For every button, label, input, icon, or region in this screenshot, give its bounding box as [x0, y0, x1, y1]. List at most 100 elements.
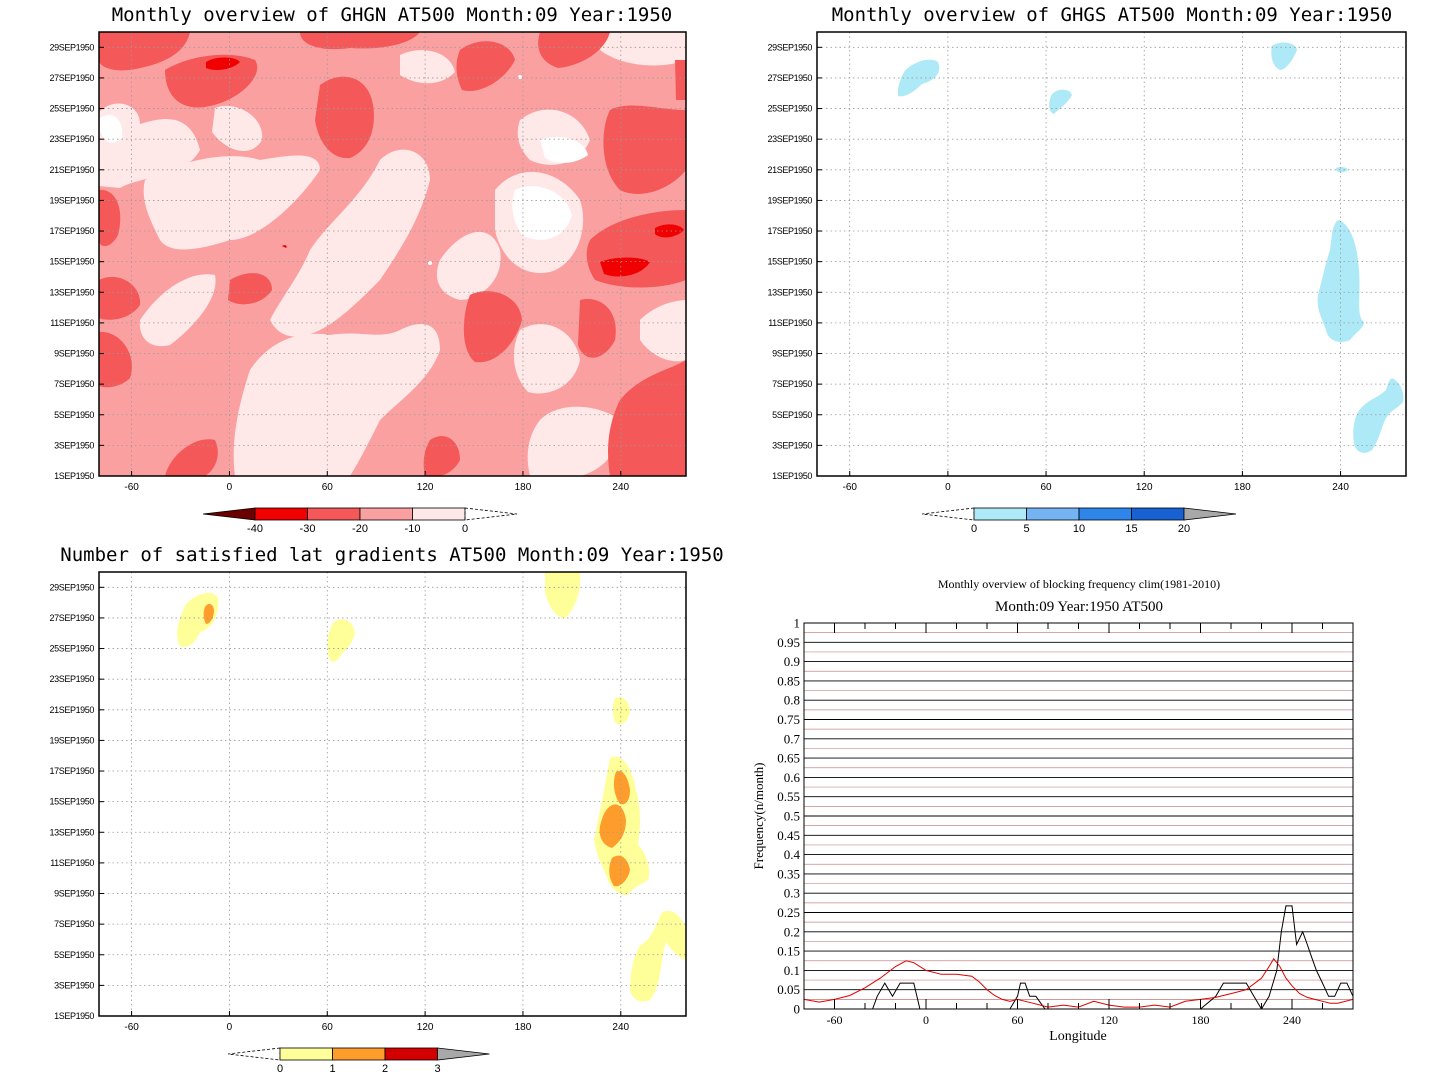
frequency-title: Monthly overview of blocking frequency c…: [938, 577, 1220, 591]
frequency-xlabel: Longitude: [1049, 1029, 1107, 1044]
frequency-subtitle: Month:09 Year:1950 AT500: [995, 599, 1163, 615]
y-tick-label: 17SEP1950: [768, 226, 813, 236]
y-tick-label: 7SEP1950: [54, 379, 94, 389]
y-tick-label: 5SEP1950: [772, 410, 812, 420]
x-tick-label: 120: [417, 482, 434, 493]
colorbar-label: -40: [247, 523, 263, 535]
y-tick-label: 17SEP1950: [50, 766, 95, 776]
y-tick-label: 27SEP1950: [768, 73, 813, 83]
colorbar-label: 5: [1023, 523, 1029, 535]
panel-frequency: Monthly overview of blocking frequency c…: [751, 577, 1354, 1044]
colorbar-segment: [973, 507, 1027, 521]
y-tick-label: 9SEP1950: [772, 349, 812, 359]
x-tick-label: 240: [612, 1022, 629, 1033]
colorbar-segment: [359, 507, 413, 521]
y-tick-label: 15SEP1950: [768, 257, 813, 267]
y-tick-label: 3SEP1950: [772, 440, 812, 450]
x-tick-label: 60: [322, 482, 334, 493]
y-tick-label: 1SEP1950: [54, 471, 94, 481]
x-tick-label: -60: [827, 1013, 843, 1027]
y-tick-label: 0.25: [777, 905, 800, 920]
x-tick-label: 120: [417, 1022, 434, 1033]
x-tick-label: 0: [227, 482, 233, 493]
y-tick-label: 7SEP1950: [772, 379, 812, 389]
y-tick-label: 0.3: [784, 886, 800, 901]
frequency-x-ticks: -60 0 60 120 180 240: [827, 623, 1323, 1027]
ghgn-fill-strong: [206, 57, 684, 277]
colorbar-high-arrow: [1183, 507, 1237, 521]
ghgs-frame: [816, 31, 1407, 477]
colorbar-high-arrow: [437, 1047, 490, 1061]
frequency-grid: [804, 632, 1353, 1000]
y-tick-label: 7SEP1950: [54, 919, 94, 929]
y-tick-label: 13SEP1950: [50, 287, 95, 297]
y-tick-label: 9SEP1950: [54, 349, 94, 359]
y-tick-label: 23SEP1950: [50, 674, 95, 684]
colorbar-segment: [1078, 507, 1132, 521]
colorbar-label: -30: [300, 523, 316, 535]
gradients-fill-1: [177, 572, 686, 1002]
x-tick-label: 0: [945, 482, 951, 493]
y-tick-label: 11SEP1950: [768, 318, 812, 328]
y-tick-label: 1SEP1950: [54, 1011, 94, 1021]
y-tick-label: 0: [794, 1002, 801, 1017]
panel-ghgs: Monthly overview of GHGS AT500 Month:09 …: [768, 4, 1407, 535]
y-tick-label: 27SEP1950: [50, 73, 95, 83]
ghgs-colorbar: 0 5 10 15 20: [921, 507, 1237, 535]
colorbar-label: 1: [329, 1063, 335, 1075]
y-tick-label: 0.95: [777, 635, 800, 650]
y-tick-label: 1SEP1950: [772, 471, 812, 481]
y-tick-label: 5SEP1950: [54, 950, 94, 960]
y-tick-label: 0.6: [784, 770, 801, 785]
x-tick-label: 60: [1040, 482, 1052, 493]
y-tick-label: 15SEP1950: [50, 797, 95, 807]
y-tick-label: 17SEP1950: [50, 226, 95, 236]
colorbar-segment: [1131, 507, 1185, 521]
x-tick-label: 60: [1012, 1013, 1024, 1027]
y-tick-label: 0.15: [777, 944, 800, 959]
y-tick-label: 21SEP1950: [50, 165, 95, 175]
panel-ghgn: Monthly overview of GHGN AT500 Month:09 …: [50, 4, 687, 535]
y-tick-label: 5SEP1950: [54, 410, 94, 420]
x-tick-label: 180: [515, 1022, 532, 1033]
colorbar-label: 15: [1125, 523, 1137, 535]
colorbar-segment: [1026, 507, 1080, 521]
gradients-frame: [98, 571, 687, 1017]
colorbar-segment: [332, 1047, 386, 1061]
y-tick-label: 23SEP1950: [768, 134, 813, 144]
y-tick-label: 21SEP1950: [768, 165, 813, 175]
colorbar-segment: [307, 507, 361, 521]
gradients-colorbar: 0 1 2 3: [227, 1047, 490, 1075]
colorbar-high-arrow: [464, 507, 518, 521]
colorbar-low-arrow: [921, 507, 975, 521]
x-tick-label: 240: [1283, 1013, 1301, 1027]
colorbar-label: 3: [434, 1063, 440, 1075]
x-tick-label: 60: [322, 1022, 334, 1033]
colorbar-label: 0: [971, 523, 977, 535]
ghgn-y-ticks: 1SEP1950 3SEP1950 5SEP1950 7SEP1950 9SEP1950…: [50, 42, 104, 481]
y-tick-label: 0.4: [784, 847, 801, 862]
ghgn-field: [99, 32, 686, 476]
ghgs-x-ticks: -60 0 60 120 180 240: [842, 471, 1349, 493]
y-tick-label: 13SEP1950: [768, 287, 813, 297]
y-tick-label: 0.2: [784, 924, 800, 939]
x-tick-label: 120: [1100, 1013, 1118, 1027]
x-tick-label: 240: [1332, 482, 1349, 493]
y-tick-label: 0.5: [784, 809, 800, 824]
y-tick-label: 19SEP1950: [768, 195, 813, 205]
x-tick-label: -60: [842, 482, 857, 493]
ghgn-x-ticks: -60 0 60 120 180 240: [124, 471, 630, 493]
ghgs-grid: [817, 32, 1406, 476]
y-tick-label: 27SEP1950: [50, 613, 95, 623]
colorbar-segment: [279, 1047, 333, 1061]
ghgn-fill-light: [99, 32, 686, 476]
colorbar-segment: [254, 507, 308, 521]
panel-gradients: Number of satisfied lat gradients AT500 …: [50, 544, 724, 1075]
y-tick-label: 15SEP1950: [50, 257, 95, 267]
panel-ghgs-title: Monthly overview of GHGS AT500 Month:09 …: [832, 4, 1393, 26]
y-tick-label: 0.7: [784, 731, 801, 746]
y-tick-label: 0.9: [784, 654, 800, 669]
y-tick-label: 29SEP1950: [50, 42, 95, 52]
gradients-grid: [99, 572, 686, 1016]
